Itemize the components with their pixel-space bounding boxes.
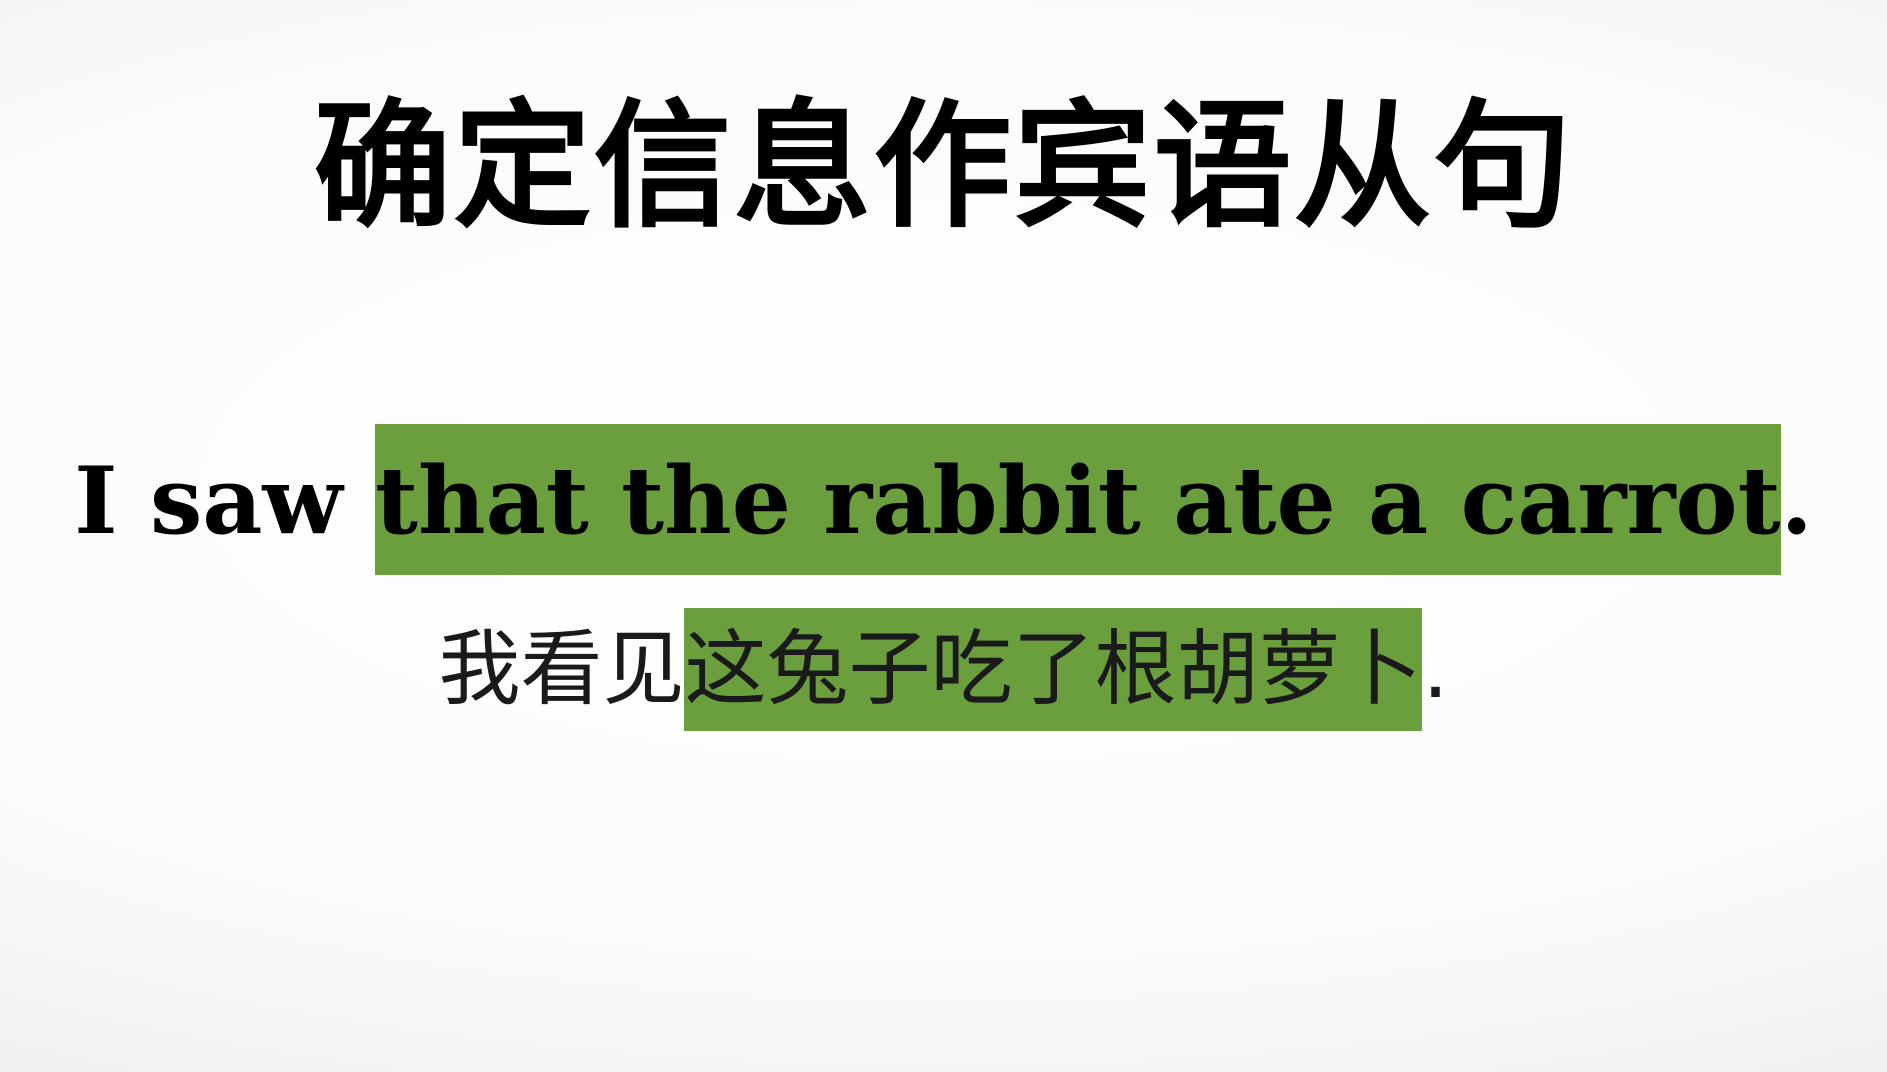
english-period: . [1780,446,1813,555]
english-main-clause: I saw [74,446,375,555]
lesson-title: 确定信息作宾语从句 [313,84,1574,247]
chinese-translation-sentence: 我看见这兔子吃了根胡萝卜. [0,608,1887,731]
chinese-main-clause: 我看见 [438,622,685,717]
chinese-period: . [1422,622,1449,717]
chinese-object-clause-highlight: 这兔子吃了根胡萝卜 [684,608,1423,731]
english-object-clause-highlight: that the rabbit ate a carrot [375,424,1781,575]
english-example-sentence: I saw that the rabbit ate a carrot. [0,424,1887,575]
